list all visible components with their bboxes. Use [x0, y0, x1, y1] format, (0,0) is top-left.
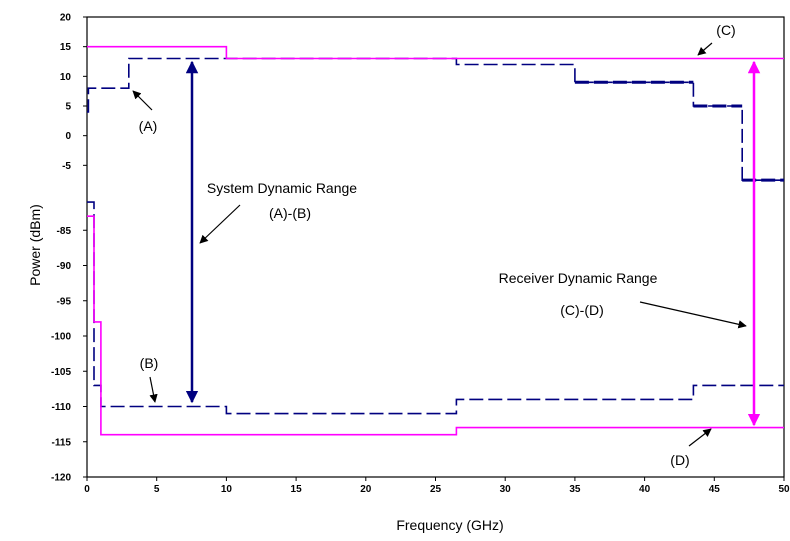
- series-layer: [87, 45, 784, 436]
- series-line-c: [87, 45, 784, 60]
- x-tick-label: 50: [778, 484, 790, 495]
- y-tick-label: -120: [51, 473, 71, 484]
- y-tick-label: -95: [57, 296, 72, 307]
- y-tick-label: -100: [51, 332, 71, 343]
- series-a-label: (A): [139, 118, 158, 134]
- system-dynamic-range-label: System Dynamic Range: [207, 180, 357, 196]
- receiver-dynamic-range-label: Receiver Dynamic Range: [499, 270, 658, 286]
- label-d-pointer-arrow: [688, 428, 712, 447]
- y-tick-label: 20: [60, 13, 72, 24]
- series-b-label: (B): [140, 355, 159, 371]
- y-tick-label: -90: [57, 261, 72, 272]
- x-tick-label: 0: [84, 484, 90, 495]
- x-tick-label: 15: [291, 484, 303, 495]
- x-tick-label: 5: [154, 484, 160, 495]
- y-tick-label: 0: [65, 131, 71, 142]
- receiver-dynamic-range-formula: (C)-(D): [560, 302, 604, 318]
- y-tick-label: -115: [52, 437, 72, 448]
- receiver-range-pointer-arrow: [639, 301, 747, 329]
- series-line-d: [87, 215, 784, 436]
- y-tick-label: -105: [51, 367, 71, 378]
- y-tick-label: 5: [65, 102, 71, 113]
- x-tick-label: 35: [569, 484, 581, 495]
- system-dynamic-range-formula: (A)-(B): [269, 205, 311, 221]
- x-tick-label: 45: [709, 484, 721, 495]
- x-tick-label: 30: [500, 484, 512, 495]
- y-tick-label: -85: [57, 226, 72, 237]
- y-tick-label: -110: [52, 402, 72, 413]
- series-c-label: (C): [716, 22, 735, 38]
- tick-layer: 0 5 10 15 20 25 30 35 40 45 5020151050-5-85-90-95-…: [51, 13, 790, 496]
- y-tick-label: 10: [60, 72, 72, 83]
- x-tick-label: 20: [360, 484, 372, 495]
- x-tick-label: 40: [639, 484, 651, 495]
- label-a-pointer-arrow: [132, 90, 153, 111]
- system-range-pointer-arrow: [199, 204, 241, 244]
- x-axis-label: Frequency (GHz): [396, 517, 503, 533]
- x-tick-label: 25: [430, 484, 442, 495]
- y-tick-label: 15: [60, 42, 72, 53]
- series-d-label: (D): [670, 452, 689, 468]
- y-axis-label: Power (dBm): [27, 204, 43, 286]
- label-b-pointer-arrow: [149, 376, 158, 403]
- series-line-b: [87, 201, 784, 415]
- label-c-pointer-arrow: [697, 42, 713, 56]
- y-tick-label: -5: [62, 161, 71, 172]
- x-tick-label: 10: [221, 484, 233, 495]
